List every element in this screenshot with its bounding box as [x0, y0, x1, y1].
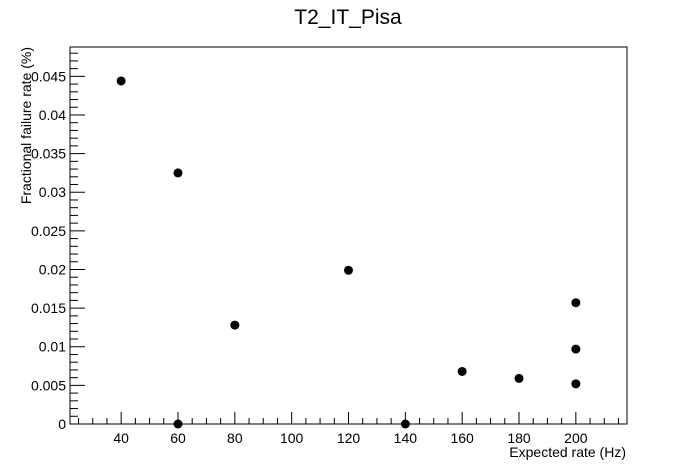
- y-tick-label: 0.01: [39, 339, 66, 355]
- y-axis-ticks: [70, 52, 85, 425]
- data-point: [457, 366, 467, 376]
- y-axis-tick-labels: 0 0.005 0.01 0.015 0.02 0.025 0.03 0.035 0.04 0.0…: [31, 68, 66, 432]
- x-tick-label: 120: [337, 430, 361, 446]
- y-tick-label: 0.035: [31, 146, 66, 162]
- x-tick-label: 180: [507, 430, 531, 446]
- y-tick-label: 0.03: [39, 184, 66, 200]
- data-point: [514, 373, 524, 383]
- y-axis-label: Fractional failure rate (%): [18, 47, 34, 204]
- y-tick-label: 0.045: [31, 68, 66, 84]
- data-point: [571, 379, 581, 389]
- data-point: [116, 76, 126, 86]
- x-tick-label: 60: [170, 430, 186, 446]
- y-tick-label: 0.02: [39, 261, 66, 277]
- x-tick-label: 140: [394, 430, 418, 446]
- plot-frame: [69, 46, 628, 425]
- data-point: [400, 419, 410, 429]
- data-point: [173, 419, 183, 429]
- data-points: [116, 76, 581, 429]
- x-tick-label: 200: [564, 430, 588, 446]
- y-tick-label: 0.015: [31, 300, 66, 316]
- chart-title: T2_IT_Pisa: [294, 6, 402, 29]
- data-point: [230, 320, 240, 330]
- x-axis-ticks: [78, 412, 619, 424]
- data-point: [571, 298, 581, 308]
- y-tick-label: 0.04: [39, 107, 66, 123]
- x-axis-tick-labels: 40 60 80 100 120 140 160 180 200: [113, 430, 587, 446]
- x-tick-label: 80: [227, 430, 243, 446]
- data-point: [344, 265, 353, 275]
- data-point: [571, 344, 581, 354]
- y-tick-label: 0.025: [31, 223, 66, 239]
- x-tick-label: 100: [280, 430, 304, 446]
- x-axis-label: Expected rate (Hz): [509, 444, 626, 460]
- data-point: [173, 168, 183, 178]
- x-tick-label: 40: [113, 430, 129, 446]
- x-tick-label: 160: [450, 430, 474, 446]
- y-tick-label: 0: [58, 416, 66, 432]
- y-tick-label: 0.005: [31, 377, 66, 393]
